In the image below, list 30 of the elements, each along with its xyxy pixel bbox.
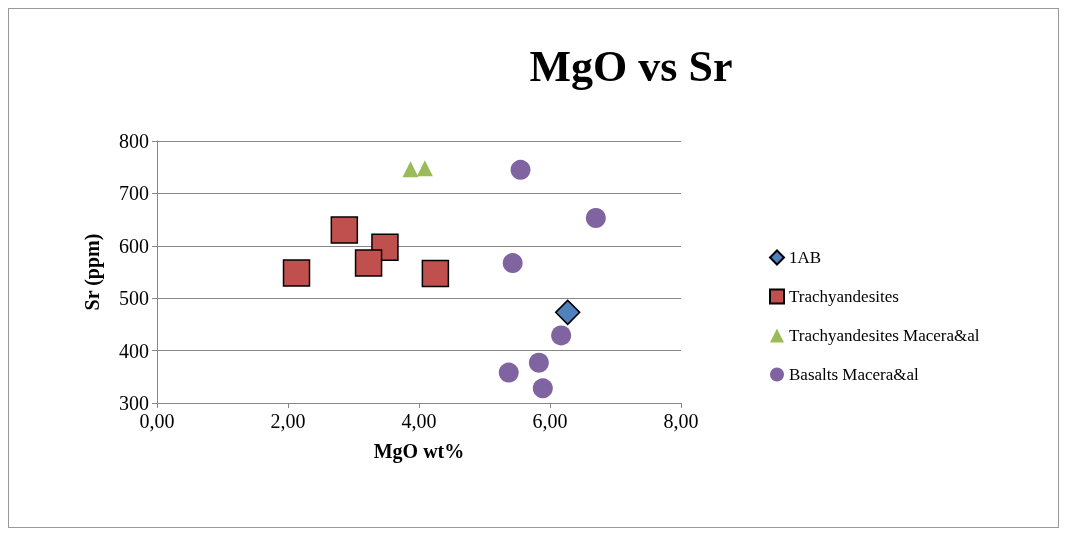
point bbox=[282, 259, 311, 287]
point bbox=[502, 253, 523, 274]
x-tick-label: 2,00 bbox=[270, 410, 306, 432]
legend-label: 1AB bbox=[789, 248, 822, 267]
point bbox=[554, 299, 581, 326]
y-tick-label: 700 bbox=[119, 182, 149, 205]
legend-label: Basalts Macera&al bbox=[789, 365, 920, 384]
point bbox=[498, 362, 519, 383]
point bbox=[551, 325, 572, 346]
x-tick-label: 8,00 bbox=[663, 410, 699, 432]
point bbox=[532, 378, 553, 399]
point bbox=[416, 160, 433, 177]
y-tick-label: 500 bbox=[119, 287, 149, 310]
y-tick-label: 600 bbox=[119, 234, 149, 257]
x-axis-title: MgO wt% bbox=[373, 440, 465, 463]
x-tick-label: 6,00 bbox=[532, 410, 568, 432]
x-tick-label: 4,00 bbox=[401, 410, 437, 432]
point bbox=[421, 259, 450, 288]
y-tick-label: 800 bbox=[119, 130, 149, 152]
legend-label: Trachyandesites bbox=[789, 287, 899, 306]
y-axis-title: Sr (ppm) bbox=[81, 233, 104, 311]
point bbox=[510, 159, 531, 180]
legend-label: Trachyandesites Macera&al bbox=[789, 326, 980, 345]
point bbox=[354, 249, 383, 277]
point bbox=[330, 216, 359, 244]
point bbox=[402, 161, 419, 178]
point bbox=[585, 208, 606, 229]
y-tick-label: 400 bbox=[119, 339, 149, 362]
chart-title: MgO vs Sr bbox=[529, 41, 733, 91]
point bbox=[528, 352, 549, 373]
